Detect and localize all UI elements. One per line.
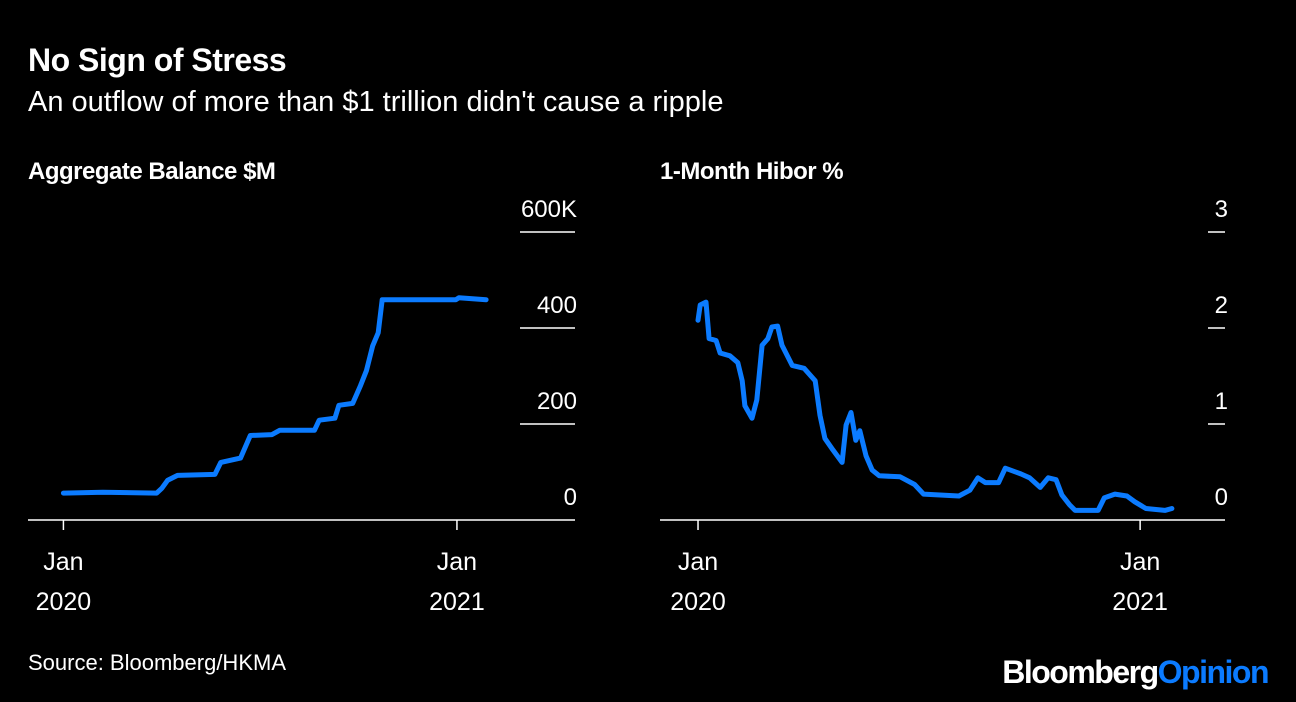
line-series [60, 295, 489, 496]
source: Source: Bloomberg/HKMA [28, 650, 286, 675]
y-tick-label: 2 [1215, 292, 1228, 319]
y-tick-label: 3 [1215, 196, 1228, 223]
brand-word: Opinion [1157, 654, 1270, 690]
line-series [695, 299, 1175, 513]
y-tick-label: 0 [564, 484, 577, 511]
x-tick-label: Jan 2021 [429, 548, 485, 616]
y-tick-label: 200 [537, 388, 577, 415]
brand-word: Bloomberg [1002, 654, 1159, 690]
panel-title: Aggregate Balance $M [28, 158, 276, 185]
y-tick-label: 1 [1215, 388, 1228, 415]
y-tick-label: 0 [1215, 484, 1228, 511]
subtitle: An outflow of more than $1 trillion didn… [28, 86, 724, 118]
title: No Sign of Stress [28, 42, 287, 78]
y-tick-label: 600K [521, 196, 577, 223]
x-tick-label: Jan 2020 [35, 548, 92, 616]
x-tick-label: Jan 2021 [1112, 548, 1168, 616]
y-tick-label: 400 [537, 292, 577, 319]
x-tick-label: Jan 2020 [670, 548, 726, 616]
panel-title: 1-Month Hibor % [660, 158, 844, 185]
brand-logo: BloombergOpinion [1002, 654, 1270, 691]
